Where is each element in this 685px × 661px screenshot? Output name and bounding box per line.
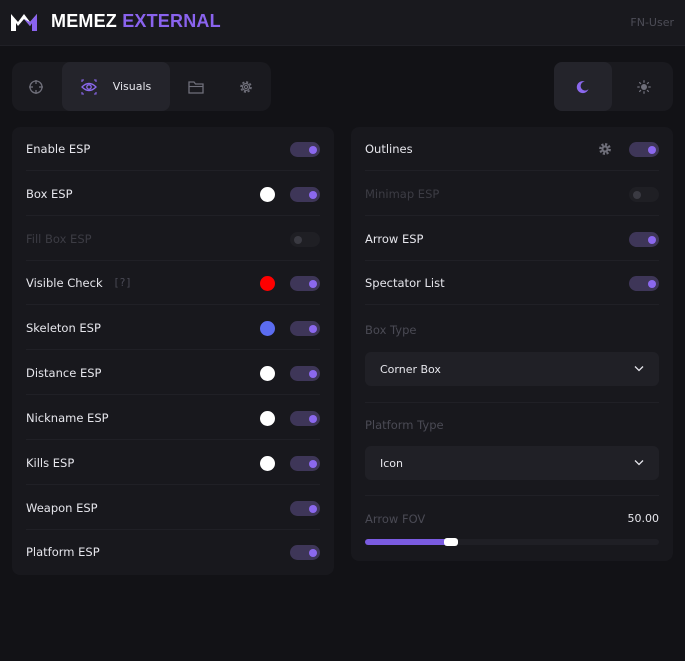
chevron-down-icon [634, 366, 644, 372]
spectator-list-label: Spectator List [365, 275, 445, 290]
visible-check-color-picker[interactable] [260, 276, 275, 291]
skeleton-esp-label: Skeleton ESP [26, 320, 101, 335]
kills-esp-row: Kills ESP [26, 441, 320, 485]
brand-name: MEMEZ [51, 11, 117, 31]
visible-check-row: Visible Check [?] [26, 261, 320, 305]
weapon-esp-row: Weapon ESP [26, 486, 320, 530]
fill-box-esp-label: Fill Box ESP [26, 231, 92, 246]
esp-options-panel: Enable ESP Box ESP Fill Box ESP Visible … [12, 127, 334, 575]
enable-esp-toggle[interactable] [290, 142, 320, 157]
platform-type-label: Platform Type [365, 418, 444, 432]
weapon-esp-toggle[interactable] [290, 501, 320, 516]
nickname-esp-color-picker[interactable] [260, 411, 275, 426]
tab-aimbot[interactable] [12, 62, 60, 111]
light-theme-button[interactable] [615, 62, 673, 111]
box-esp-color-picker[interactable] [260, 187, 275, 202]
crosshair-icon [29, 79, 43, 94]
extra-options-panel: Outlines Minimap ESP Arrow ESP Spectator… [351, 127, 673, 561]
eye-icon [80, 78, 97, 95]
tab-settings[interactable] [222, 62, 270, 111]
nickname-esp-label: Nickname ESP [26, 410, 109, 425]
platform-type-select[interactable]: Icon [365, 446, 659, 480]
arrow-esp-toggle[interactable] [629, 232, 659, 247]
tab-visuals[interactable]: Visuals [62, 62, 170, 111]
platform-esp-toggle[interactable] [290, 545, 320, 560]
visible-check-toggle[interactable] [290, 276, 320, 291]
username-label: FN-User [630, 16, 674, 29]
app-title: MEMEZ EXTERNAL [51, 11, 221, 32]
dark-theme-button[interactable] [554, 62, 612, 111]
outlines-toggle[interactable] [629, 142, 659, 157]
minimap-esp-toggle[interactable] [629, 187, 659, 202]
arrow-fov-label: Arrow FOV [365, 512, 426, 526]
outlines-label: Outlines [365, 141, 413, 156]
box-esp-label: Box ESP [26, 186, 73, 201]
box-type-select[interactable]: Corner Box [365, 352, 659, 386]
arrow-fov-slider-thumb[interactable] [444, 538, 458, 546]
kills-esp-toggle[interactable] [290, 456, 320, 471]
minimap-esp-row: Minimap ESP [365, 172, 659, 216]
arrow-fov-slider[interactable] [365, 538, 659, 546]
distance-esp-label: Distance ESP [26, 365, 102, 380]
enable-esp-label: Enable ESP [26, 141, 91, 156]
distance-esp-row: Distance ESP [26, 351, 320, 395]
tab-bar: Visuals [12, 62, 271, 111]
kills-esp-label: Kills ESP [26, 455, 75, 470]
divider [365, 495, 659, 496]
arrow-fov-slider-fill [365, 539, 450, 545]
gear-icon [240, 80, 252, 93]
kills-esp-color-picker[interactable] [260, 456, 275, 471]
spectator-list-row: Spectator List [365, 261, 659, 305]
skeleton-esp-color-picker[interactable] [260, 321, 275, 336]
box-type-value: Corner Box [380, 362, 441, 376]
sun-icon [637, 79, 651, 94]
arrow-esp-label: Arrow ESP [365, 231, 424, 246]
box-esp-row: Box ESP [26, 172, 320, 216]
platform-esp-label: Platform ESP [26, 545, 100, 559]
skeleton-esp-toggle[interactable] [290, 321, 320, 336]
folder-icon [188, 80, 204, 94]
app-header: MEMEZ EXTERNAL FN-User [0, 0, 685, 46]
nickname-esp-row: Nickname ESP [26, 396, 320, 440]
box-esp-toggle[interactable] [290, 187, 320, 202]
tab-visuals-label: Visuals [112, 80, 152, 93]
visible-check-label: Visible Check [26, 275, 103, 290]
platform-type-value: Icon [380, 456, 403, 470]
minimap-esp-label: Minimap ESP [365, 186, 440, 201]
logo-icon [11, 14, 37, 31]
outlines-row: Outlines [365, 127, 659, 171]
visible-check-help[interactable]: [?] [114, 276, 132, 289]
divider [365, 402, 659, 403]
skeleton-esp-row: Skeleton ESP [26, 306, 320, 350]
enable-esp-row: Enable ESP [26, 127, 320, 171]
chevron-down-icon [634, 460, 644, 466]
arrow-esp-row: Arrow ESP [365, 217, 659, 261]
platform-esp-row: Platform ESP [26, 530, 320, 574]
weapon-esp-label: Weapon ESP [26, 500, 98, 515]
brand-suffix: EXTERNAL [122, 11, 221, 31]
moon-icon [576, 80, 589, 93]
spectator-list-toggle[interactable] [629, 276, 659, 291]
arrow-fov-value: 50.00 [627, 512, 660, 525]
fill-box-esp-toggle[interactable] [290, 232, 320, 247]
gear-icon[interactable] [598, 142, 612, 156]
distance-esp-toggle[interactable] [290, 366, 320, 381]
theme-switcher [554, 62, 673, 111]
distance-esp-color-picker[interactable] [260, 366, 275, 381]
box-type-label: Box Type [365, 323, 417, 337]
fill-box-esp-row: Fill Box ESP [26, 217, 320, 261]
tab-configs[interactable] [172, 62, 220, 111]
nickname-esp-toggle[interactable] [290, 411, 320, 426]
